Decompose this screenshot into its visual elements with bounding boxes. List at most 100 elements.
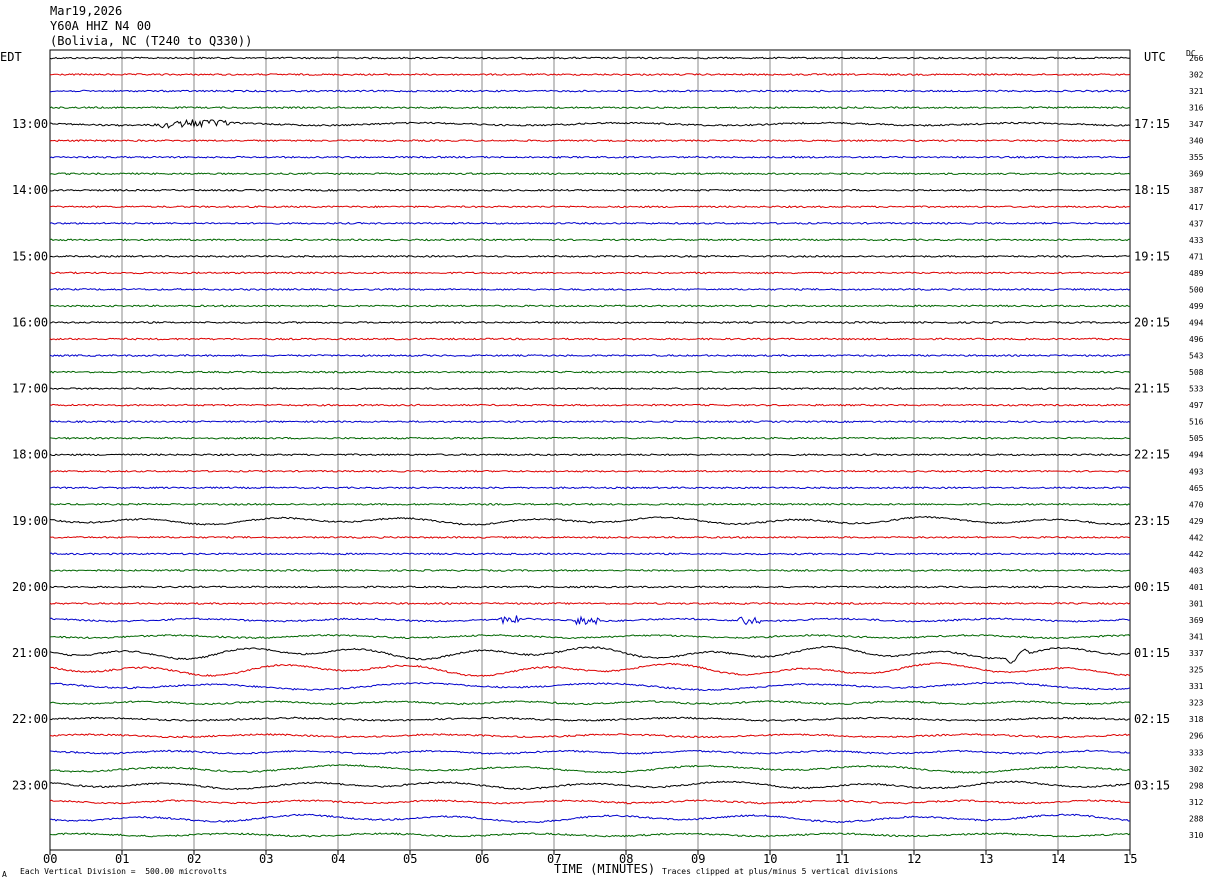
right-hour-label: 00:15 bbox=[1134, 580, 1170, 594]
dc-offset-label: 500 bbox=[1189, 285, 1204, 294]
trace-line bbox=[49, 780, 1131, 791]
left-hour-label: 17:00 bbox=[12, 382, 48, 396]
scale-note: Each Vertical Division = 500.00 microvol… bbox=[20, 867, 228, 876]
right-hour-label: 23:15 bbox=[1134, 514, 1170, 528]
trace-line bbox=[50, 387, 1131, 391]
x-tick-label: 07 bbox=[547, 852, 562, 866]
dc-offset-label: 316 bbox=[1189, 104, 1204, 113]
dc-offset-label: 331 bbox=[1189, 682, 1204, 691]
dc-offset-label: 369 bbox=[1189, 170, 1204, 179]
x-tick-label: 03 bbox=[259, 852, 274, 866]
dc-offset-label: 312 bbox=[1189, 798, 1204, 807]
right-hour-label: 17:15 bbox=[1134, 117, 1170, 131]
left-hour-label: 20:00 bbox=[12, 580, 48, 594]
dc-offset-label: 347 bbox=[1189, 120, 1204, 129]
trace-line bbox=[49, 403, 1131, 407]
dc-offset-label: 442 bbox=[1189, 550, 1204, 559]
dc-offset-label: 417 bbox=[1189, 203, 1204, 212]
trace-line bbox=[49, 749, 1131, 755]
x-tick-label: 12 bbox=[907, 852, 922, 866]
trace-line bbox=[49, 420, 1131, 424]
dc-offset-label: 499 bbox=[1189, 302, 1204, 311]
trace-line bbox=[49, 585, 1131, 589]
trace-line bbox=[49, 568, 1131, 572]
dc-offset-label: 442 bbox=[1189, 533, 1204, 542]
trace-line bbox=[49, 832, 1131, 838]
right-hour-label: 20:15 bbox=[1134, 315, 1170, 329]
dc-offset-label: 433 bbox=[1189, 236, 1204, 245]
x-tick-label: 10 bbox=[763, 852, 778, 866]
trace-line bbox=[49, 56, 1131, 60]
x-tick-label: 11 bbox=[835, 852, 850, 866]
dc-offset-label: 493 bbox=[1189, 467, 1204, 476]
dc-offset-label: 429 bbox=[1189, 517, 1204, 526]
x-tick-label: 13 bbox=[979, 852, 994, 866]
dc-offset-label: 337 bbox=[1189, 649, 1204, 658]
x-tick-label: 15 bbox=[1123, 852, 1138, 866]
trace-line bbox=[49, 615, 1131, 626]
right-hour-label: 22:15 bbox=[1134, 448, 1170, 462]
trace-line bbox=[49, 337, 1131, 341]
header-location: (Bolivia, NC (T240 to Q330)) bbox=[50, 34, 253, 48]
corner-mark: A bbox=[2, 870, 7, 879]
dc-offset-label: 403 bbox=[1189, 566, 1204, 575]
dc-offset-label: 296 bbox=[1189, 732, 1204, 741]
dc-offset-label: 494 bbox=[1189, 318, 1204, 327]
left-hour-label: 13:00 bbox=[12, 117, 48, 131]
trace-line bbox=[49, 552, 1131, 556]
right-hour-label: 01:15 bbox=[1134, 646, 1170, 660]
x-tick-label: 04 bbox=[331, 852, 346, 866]
clip-note: Traces clipped at plus/minus 5 vertical … bbox=[662, 867, 899, 876]
trace-line bbox=[49, 238, 1131, 242]
x-tick-label: 01 bbox=[115, 852, 130, 866]
x-tick-label: 06 bbox=[475, 852, 490, 866]
dc-offset-label: 298 bbox=[1189, 781, 1204, 790]
trace-line bbox=[49, 634, 1131, 640]
dc-offset-label: 533 bbox=[1189, 385, 1204, 394]
trace-line bbox=[49, 139, 1131, 143]
trace-line bbox=[49, 645, 1131, 664]
trace-line bbox=[49, 662, 1131, 677]
dc-offset-label: 496 bbox=[1189, 335, 1204, 344]
dc-offset-label: 401 bbox=[1189, 583, 1204, 592]
trace-line bbox=[49, 188, 1131, 192]
trace-line bbox=[49, 716, 1131, 722]
dc-offset-label: 333 bbox=[1189, 748, 1204, 757]
trace-line bbox=[49, 254, 1131, 258]
right-hour-label: 02:15 bbox=[1134, 712, 1170, 726]
plot-frame bbox=[49, 49, 1131, 851]
x-tick-label: 14 bbox=[1051, 852, 1066, 866]
trace-line bbox=[49, 813, 1131, 824]
left-hour-label: 19:00 bbox=[12, 514, 48, 528]
trace-line bbox=[49, 764, 1131, 774]
x-tick-label: 09 bbox=[691, 852, 706, 866]
dc-offset-label: 318 bbox=[1189, 715, 1204, 724]
dc-offset-label: 516 bbox=[1189, 418, 1204, 427]
right-hour-label: 03:15 bbox=[1134, 778, 1170, 792]
dc-offset-label: 325 bbox=[1189, 666, 1204, 675]
trace-line bbox=[49, 469, 1131, 473]
trace-line bbox=[49, 155, 1131, 159]
dc-offset-label: 387 bbox=[1189, 186, 1204, 195]
dc-offset-label: 497 bbox=[1189, 401, 1204, 410]
left-hour-label: 22:00 bbox=[12, 712, 48, 726]
left-hour-label: 23:00 bbox=[12, 778, 48, 792]
left-hour-label: 14:00 bbox=[12, 183, 48, 197]
trace-line bbox=[49, 370, 1131, 374]
trace-line bbox=[49, 436, 1131, 440]
trace-line bbox=[49, 118, 1131, 129]
dc-offset-label: 437 bbox=[1189, 219, 1204, 228]
trace-line bbox=[49, 89, 1131, 93]
header-date: Mar19,2026 bbox=[50, 4, 123, 18]
dc-offset-label: 323 bbox=[1189, 699, 1204, 708]
right-hour-label: 18:15 bbox=[1134, 183, 1170, 197]
x-tick-label: 05 bbox=[403, 852, 418, 866]
dc-offset-label: 266 bbox=[1189, 54, 1204, 63]
trace-line bbox=[49, 453, 1131, 457]
dc-offset-label: 341 bbox=[1189, 633, 1204, 642]
dc-offset-label: 288 bbox=[1189, 814, 1204, 823]
trace-line bbox=[49, 602, 1131, 605]
dc-offset-label: 470 bbox=[1189, 500, 1204, 509]
right-hour-label: 19:15 bbox=[1134, 249, 1170, 263]
